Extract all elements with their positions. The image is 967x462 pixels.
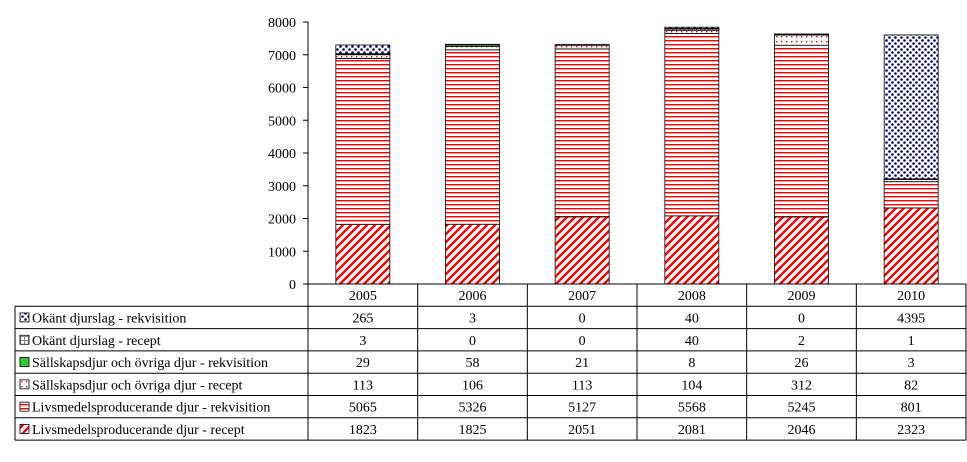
- bar-segment: [554, 48, 610, 218]
- table-cell-value: 106: [462, 378, 483, 393]
- table-cell-value: 113: [353, 378, 373, 393]
- table-cell-value: 40: [685, 334, 699, 349]
- table-cell-value: 0: [579, 334, 586, 349]
- table-cell-value: 2046: [788, 423, 816, 438]
- table-cell-value: 21: [575, 356, 589, 371]
- table-cell-value: 29: [356, 356, 370, 371]
- bar-segment: [445, 223, 500, 285]
- y-tick-label: 2000: [268, 213, 296, 228]
- y-tick-label: 8000: [268, 16, 296, 31]
- bar-segment: [335, 223, 391, 285]
- table-cell-value: 40: [685, 311, 699, 326]
- x-category-label: 2009: [788, 289, 816, 304]
- x-category-label: 2010: [897, 289, 925, 304]
- table-cell-value: 0: [469, 334, 476, 349]
- plot-area: 0 1000 2000 3000 4000 5000 6000 7000 8000: [268, 16, 939, 293]
- legend-label: Livsmedelsproducerande djur - recept: [32, 423, 245, 438]
- x-category-label: 2008: [678, 289, 706, 304]
- y-tick-label: 4000: [268, 147, 296, 162]
- legend-label: Sällskapsdjur och övriga djur - rekvisit…: [32, 356, 268, 371]
- bar-segment: [774, 33, 829, 35]
- bar-segment: [335, 54, 391, 59]
- bar-segment: [445, 43, 500, 46]
- table-cell-value: 26: [795, 356, 809, 371]
- table-cell-value: 312: [791, 378, 812, 393]
- legend-label: Okänt djurslag - rekvisition: [32, 311, 186, 326]
- y-tick-label: 1000: [268, 245, 296, 260]
- table-cell-value: 2051: [568, 423, 596, 438]
- bar-segment: [883, 34, 939, 180]
- table-cell-value: 1825: [459, 423, 487, 438]
- table-cell-value: 1823: [349, 423, 377, 438]
- table-cell-value: 104: [681, 378, 702, 393]
- table-cell-value: 3: [469, 311, 476, 326]
- bar-segment: [335, 58, 391, 225]
- legend-swatch: [19, 312, 30, 323]
- legend-swatch: [19, 401, 30, 412]
- y-tick-label: 5000: [268, 114, 296, 129]
- table-cell-value: 0: [798, 311, 805, 326]
- table-cell-value: 5065: [349, 401, 377, 416]
- table-cell-value: 82: [904, 378, 918, 393]
- x-category-label: 2006: [459, 289, 487, 304]
- bar-segment: [774, 44, 829, 218]
- table-cell-value: 2: [798, 334, 805, 349]
- table-cell-value: 5326: [459, 401, 487, 416]
- bar-segment: [883, 207, 939, 285]
- table-cell-value: 801: [901, 401, 922, 416]
- y-tick-label: 0: [289, 278, 296, 293]
- x-category-label: 2005: [349, 289, 377, 304]
- bar-segment: [445, 49, 500, 225]
- bar-segment: [774, 216, 829, 285]
- legend-swatch: [19, 379, 30, 390]
- table-cell-value: 5568: [678, 401, 706, 416]
- table-cell-value: 5127: [568, 401, 596, 416]
- table-cell-value: 2081: [678, 423, 706, 438]
- legend-swatch: [19, 357, 30, 367]
- bar-segment: [664, 215, 720, 285]
- bar-segment: [335, 44, 391, 55]
- y-tick-label: 6000: [268, 82, 296, 97]
- table-cell-value: 3: [359, 334, 366, 349]
- table-cell-value: 0: [579, 311, 586, 326]
- legend-label: Livsmedelsproducerande djur - rekvisitio…: [32, 401, 270, 416]
- legend-swatch: [19, 424, 30, 434]
- bar-segment: [554, 44, 610, 50]
- bar-segment: [554, 216, 610, 285]
- bar-segment: [554, 44, 610, 46]
- bar-segment: [664, 26, 720, 29]
- table-cell-value: 5245: [788, 401, 816, 416]
- bar-segment: [664, 33, 720, 217]
- table-cell-value: 4395: [897, 311, 925, 326]
- bar-segment: [445, 45, 500, 51]
- bar-segment: [883, 181, 939, 209]
- table-cell-value: 1: [908, 334, 915, 349]
- x-category-label: 2007: [568, 289, 596, 304]
- table-cell-value: 8: [688, 356, 695, 371]
- legend-swatch: [19, 334, 30, 345]
- table-cell-value: 113: [572, 378, 592, 393]
- y-tick-label: 7000: [268, 49, 296, 64]
- legend-label: Sällskapsdjur och övriga djur - recept: [32, 378, 242, 393]
- legend-label: Okänt djurslag - recept: [32, 334, 161, 349]
- table-cell-value: 265: [352, 311, 373, 326]
- table-cell-value: 2323: [897, 423, 925, 438]
- bar-segment: [774, 34, 829, 46]
- y-tick-label: 3000: [268, 180, 296, 195]
- table-cell-value: 58: [466, 356, 480, 371]
- table-cell-value: 3: [908, 356, 915, 371]
